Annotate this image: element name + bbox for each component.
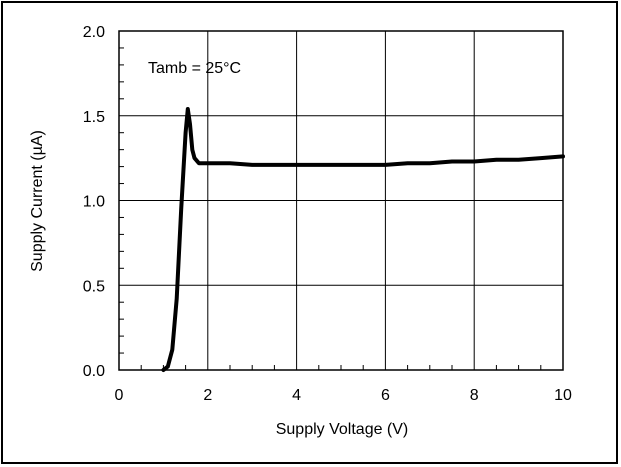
y-tick-label-2: 1.0 <box>83 194 105 211</box>
y-tick-label-4: 2.0 <box>83 24 105 41</box>
x-tick-label-0: 0 <box>115 387 124 404</box>
y-axis-label: Supply Current (µA) <box>29 130 46 272</box>
plot-area <box>118 30 564 371</box>
y-tick-label-0: 0.0 <box>83 363 105 380</box>
grid-lines <box>118 30 564 371</box>
x-tick-label-3: 6 <box>381 387 390 404</box>
x-tick-label-5: 10 <box>554 387 572 404</box>
x-tick-label-4: 8 <box>470 387 479 404</box>
x-tick-label-2: 4 <box>292 387 301 404</box>
y-tick-labels: 0.0 0.5 1.0 1.5 2.0 <box>83 24 105 380</box>
y-tick-label-1: 0.5 <box>83 278 105 295</box>
y-tick-label-3: 1.5 <box>83 109 105 126</box>
annotation-tamb: Tamb = 25°C <box>148 60 241 77</box>
x-tick-label-1: 2 <box>203 387 212 404</box>
series-line <box>161 107 565 372</box>
x-axis-label: Supply Voltage (V) <box>276 421 409 438</box>
x-tick-labels: 0 2 4 6 8 10 <box>115 387 572 404</box>
